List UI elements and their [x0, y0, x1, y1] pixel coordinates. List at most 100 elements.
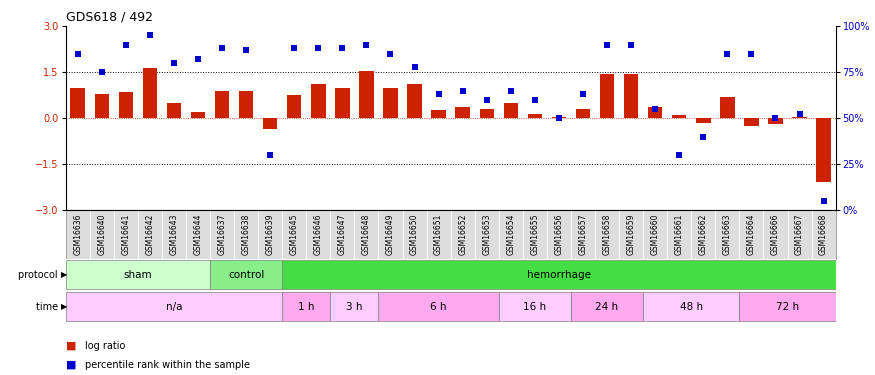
Bar: [720, 97, 735, 118]
Bar: [763, 210, 788, 259]
Bar: [480, 109, 494, 118]
Bar: [523, 210, 547, 259]
Bar: [408, 84, 422, 118]
Point: [263, 152, 277, 158]
Text: GSM16656: GSM16656: [555, 214, 564, 255]
Bar: [114, 210, 138, 259]
Point: [335, 45, 349, 51]
Text: GSM16653: GSM16653: [482, 214, 491, 255]
Text: GSM16664: GSM16664: [747, 214, 756, 255]
Bar: [186, 210, 210, 259]
Bar: [475, 210, 499, 259]
Bar: [624, 74, 639, 118]
Bar: [816, 118, 831, 183]
Bar: [668, 210, 691, 259]
Text: GDS618 / 492: GDS618 / 492: [66, 11, 152, 24]
Bar: [768, 118, 783, 124]
Point: [312, 45, 326, 51]
Bar: [427, 210, 451, 259]
Bar: [620, 210, 643, 259]
Point: [672, 152, 686, 158]
Bar: [788, 210, 812, 259]
Bar: [595, 210, 619, 259]
Text: ■: ■: [66, 360, 76, 369]
Bar: [739, 292, 836, 321]
Bar: [571, 292, 643, 321]
Text: ▶: ▶: [61, 302, 67, 311]
Text: percentile rank within the sample: percentile rank within the sample: [85, 360, 250, 369]
Bar: [691, 210, 716, 259]
Text: GSM16667: GSM16667: [795, 214, 804, 255]
Point: [696, 134, 710, 140]
Bar: [234, 210, 258, 259]
Point: [456, 88, 470, 94]
Bar: [312, 84, 326, 118]
Bar: [643, 292, 739, 321]
Text: GSM16651: GSM16651: [434, 214, 443, 255]
Bar: [282, 210, 306, 259]
Bar: [210, 260, 282, 289]
Bar: [66, 292, 282, 321]
Bar: [451, 210, 475, 259]
Bar: [71, 87, 85, 118]
Text: 24 h: 24 h: [596, 302, 619, 312]
Text: GSM16648: GSM16648: [362, 214, 371, 255]
Bar: [258, 210, 282, 259]
Bar: [331, 292, 379, 321]
Point: [552, 115, 566, 121]
Bar: [263, 118, 277, 129]
Text: ▶: ▶: [61, 270, 67, 279]
Bar: [215, 91, 229, 118]
Point: [576, 91, 590, 97]
Text: GSM16641: GSM16641: [122, 214, 130, 255]
Point: [768, 115, 782, 121]
Text: 48 h: 48 h: [680, 302, 703, 312]
Bar: [745, 118, 759, 126]
Text: time: time: [36, 302, 61, 312]
Bar: [94, 94, 109, 118]
Text: GSM16650: GSM16650: [410, 214, 419, 255]
Point: [94, 69, 108, 75]
Bar: [210, 210, 235, 259]
Text: GSM16645: GSM16645: [290, 214, 298, 255]
Point: [71, 51, 85, 57]
Text: GSM16661: GSM16661: [675, 214, 683, 255]
Bar: [138, 210, 162, 259]
Bar: [379, 210, 402, 259]
Bar: [528, 114, 542, 118]
Bar: [335, 87, 350, 118]
Point: [600, 42, 614, 48]
Text: protocol: protocol: [18, 270, 61, 280]
Point: [287, 45, 301, 51]
Bar: [547, 210, 571, 259]
Bar: [331, 210, 354, 259]
Point: [191, 56, 205, 62]
Bar: [431, 111, 446, 118]
Text: GSM16662: GSM16662: [699, 214, 708, 255]
Text: GSM16652: GSM16652: [458, 214, 467, 255]
Point: [383, 51, 397, 57]
Point: [480, 97, 494, 103]
Text: GSM16639: GSM16639: [266, 214, 275, 255]
Text: n/a: n/a: [165, 302, 182, 312]
Bar: [504, 103, 518, 118]
Bar: [499, 292, 571, 321]
Point: [648, 106, 662, 112]
Text: 72 h: 72 h: [776, 302, 799, 312]
Text: GSM16663: GSM16663: [723, 214, 732, 255]
Text: sham: sham: [123, 270, 152, 280]
Bar: [287, 95, 301, 118]
Text: GSM16658: GSM16658: [603, 214, 612, 255]
Point: [239, 47, 253, 53]
Point: [528, 97, 542, 103]
Text: GSM16643: GSM16643: [170, 214, 178, 255]
Text: hemorrhage: hemorrhage: [527, 270, 591, 280]
Bar: [282, 292, 331, 321]
Point: [408, 64, 422, 70]
Point: [167, 60, 181, 66]
Bar: [600, 74, 614, 118]
Bar: [282, 260, 836, 289]
Bar: [191, 112, 206, 118]
Text: log ratio: log ratio: [85, 341, 125, 351]
Bar: [499, 210, 523, 259]
